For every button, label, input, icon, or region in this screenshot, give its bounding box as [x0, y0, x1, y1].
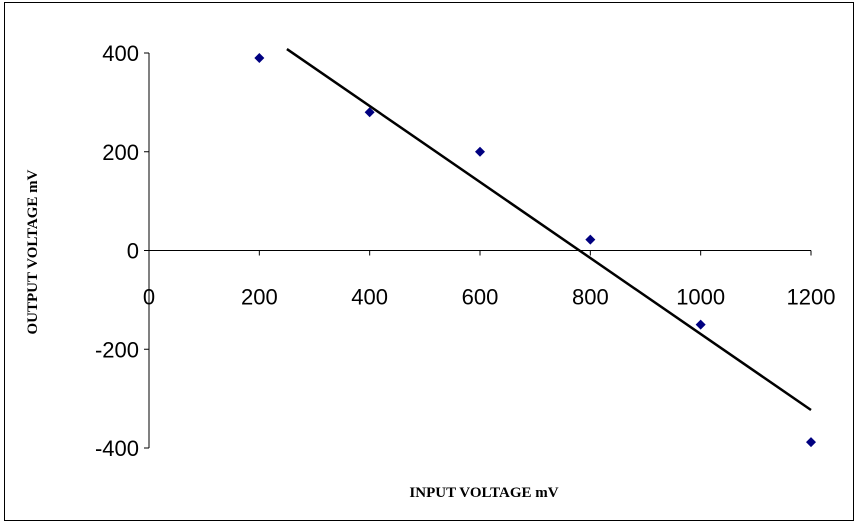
y-tick-label: -400: [95, 436, 139, 461]
data-point: [364, 107, 375, 118]
chart-area: [4, 2, 854, 521]
x-tick-label: 1000: [676, 285, 725, 310]
x-tick-label: 800: [572, 285, 609, 310]
x-tick-label: 1200: [787, 285, 836, 310]
y-tick-label: 400: [102, 41, 139, 66]
data-point: [585, 234, 596, 245]
x-axis-ticks: 0 200 400 600 800 1000 1200: [143, 250, 836, 310]
x-axis-title: INPUT VOLTAGE mV: [409, 485, 558, 501]
y-tick-label: -200: [95, 337, 139, 362]
x-tick-label: 200: [241, 285, 278, 310]
data-points: [254, 52, 816, 448]
x-tick-label: 600: [462, 285, 499, 310]
y-axis-ticks: 400 200 0 -200 -400: [95, 41, 149, 461]
y-tick-label: 0: [127, 239, 139, 264]
trendline-group: [286, 48, 812, 412]
trendline: [286, 48, 812, 412]
data-point: [254, 52, 265, 63]
data-point: [475, 146, 485, 157]
data-point: [806, 437, 816, 448]
x-tick-label: 0: [143, 285, 155, 310]
y-tick-label: 200: [102, 140, 139, 165]
data-point: [695, 319, 706, 330]
y-axis-title: OUTPUT VOLTAGE mV: [25, 169, 41, 334]
x-tick-label: 400: [351, 285, 388, 310]
